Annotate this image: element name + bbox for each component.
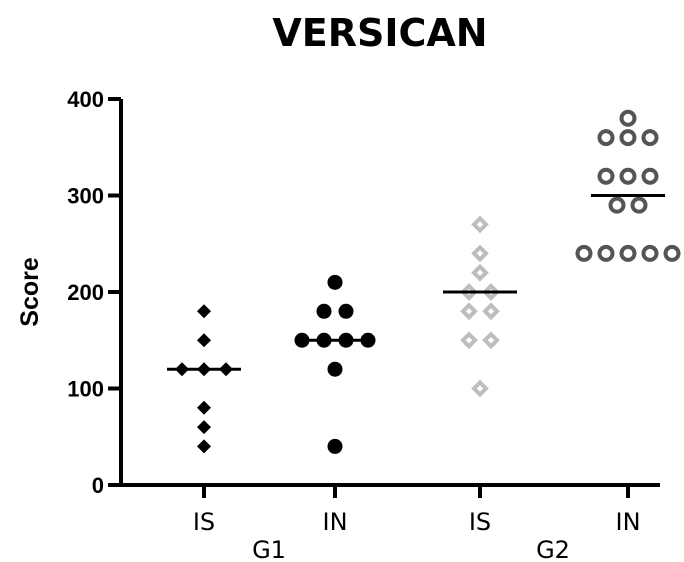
data-point — [630, 196, 648, 214]
y-ticks: 0 100 200 300 400 — [67, 87, 121, 498]
x-tick-label: IN — [322, 508, 347, 536]
data-point — [482, 302, 500, 321]
data-point — [460, 331, 478, 350]
data-point — [471, 263, 489, 282]
y-tick-label: 300 — [67, 184, 104, 209]
data-point — [619, 244, 637, 262]
data-point — [482, 283, 500, 301]
data-point — [338, 303, 354, 319]
data-point — [663, 244, 681, 262]
data-point — [197, 420, 211, 435]
data-point — [641, 129, 659, 147]
median-lines — [167, 194, 665, 371]
data-point — [597, 244, 615, 262]
data-point — [619, 129, 637, 147]
data-point — [597, 167, 615, 185]
y-tick-label: 400 — [67, 87, 104, 112]
data-point — [460, 283, 478, 301]
data-point — [316, 303, 332, 319]
y-tick-label: 100 — [67, 377, 104, 402]
data-point — [641, 167, 659, 185]
data-point — [197, 400, 211, 415]
data-point — [197, 304, 211, 319]
data-point — [197, 439, 211, 454]
y-tick-label: 0 — [92, 473, 104, 498]
y-axis-label: Score — [16, 257, 44, 327]
x-tick-label: IS — [469, 508, 491, 536]
data-point — [575, 244, 593, 262]
data-point — [327, 361, 343, 377]
data-point — [619, 109, 637, 127]
x-tick-label: IS — [193, 508, 215, 536]
y-tick-label: 200 — [67, 280, 104, 305]
data-point — [471, 244, 489, 263]
data-point — [471, 379, 489, 398]
data-point — [619, 167, 637, 185]
x-ticks: IS IN IS IN — [193, 485, 641, 536]
x-tick-label: IN — [615, 508, 640, 536]
data-point — [597, 129, 615, 147]
data-point — [197, 333, 211, 348]
data-points — [175, 109, 681, 454]
data-point — [641, 244, 659, 262]
group-label: G2 — [536, 536, 570, 562]
data-point — [460, 302, 478, 321]
data-point — [471, 215, 489, 234]
data-point — [327, 438, 343, 454]
chart-title: VERSICAN — [272, 11, 487, 55]
group-label: G1 — [252, 536, 286, 562]
data-point — [482, 331, 500, 350]
data-point — [608, 196, 626, 214]
group-labels: G1 G2 — [252, 536, 570, 562]
data-point — [327, 274, 343, 290]
